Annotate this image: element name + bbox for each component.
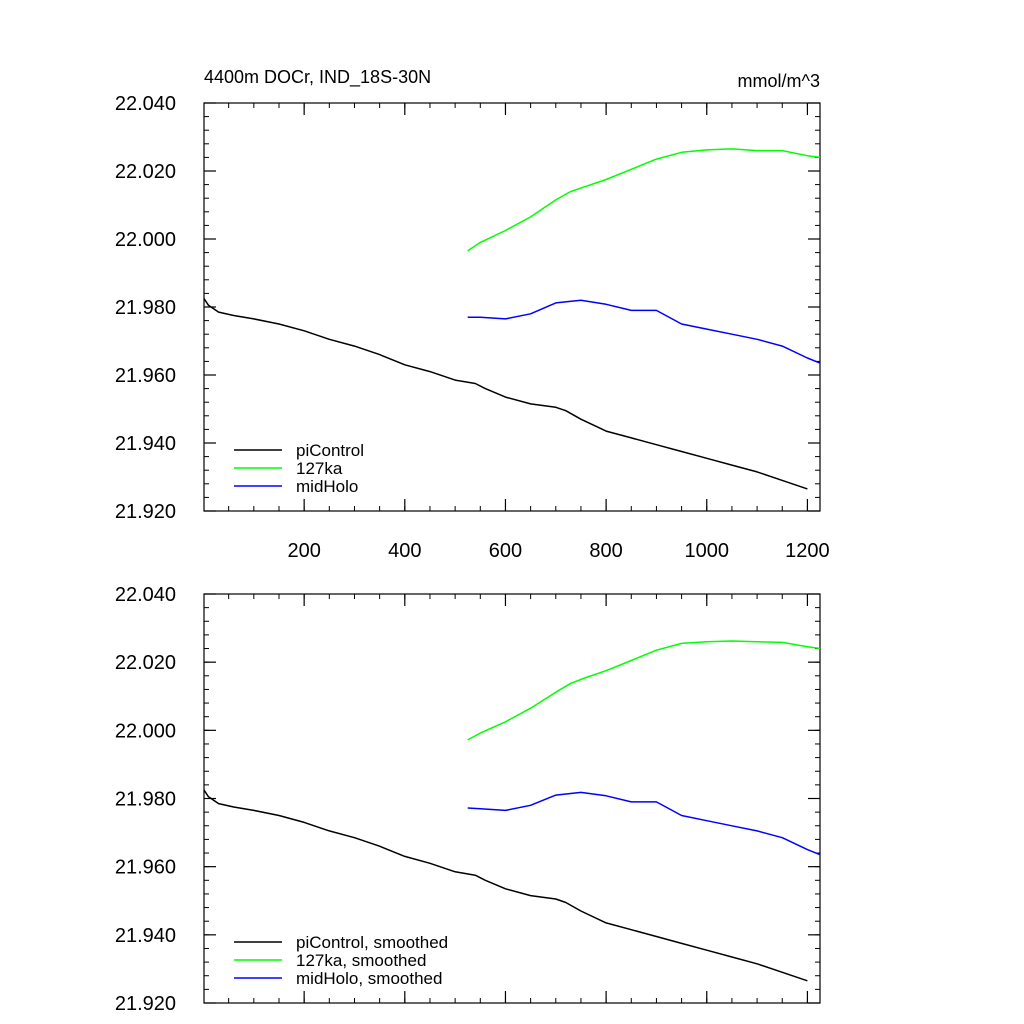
y-tick-label: 22.000 (115, 720, 176, 742)
y-tick-label: 22.020 (115, 161, 176, 183)
y-tick-label: 21.940 (115, 433, 176, 455)
y-tick-label: 21.940 (115, 925, 176, 947)
series-line-2 (467, 148, 821, 252)
legend-label: piControl, smoothed (296, 933, 448, 952)
y-tick-label: 21.980 (115, 297, 176, 319)
legend-label: 127ka (296, 459, 343, 478)
series-line-1 (203, 789, 808, 982)
y-tick-label: 21.920 (115, 993, 176, 1015)
series-line-3 (467, 299, 821, 364)
legend-label: 127ka, smoothed (296, 951, 426, 970)
legend-label: midHolo, smoothed (296, 969, 442, 988)
x-tick-label: 600 (489, 540, 522, 562)
y-tick-label: 22.040 (115, 93, 176, 115)
legend-label: piControl (296, 441, 364, 460)
y-tick-label: 22.000 (115, 229, 176, 251)
y-tick-label: 21.920 (115, 501, 176, 523)
lower-panel: 21.920 21.940 21.960 21.980 22.000 22.020 22.0… (115, 584, 821, 1015)
x-tick-label: 200 (287, 540, 320, 562)
x-tick-label: 800 (589, 540, 622, 562)
x-tick-label: 400 (388, 540, 421, 562)
y-tick-label: 22.040 (115, 584, 176, 606)
series-line-1 (203, 298, 808, 490)
series-line-3 (467, 791, 821, 856)
y-tick-label: 21.980 (115, 789, 176, 811)
y-tick-label: 21.960 (115, 365, 176, 387)
x-tick-label: 1200 (785, 540, 830, 562)
chart-title: 4400m DOCr, IND_18S-30N (204, 67, 431, 88)
y-tick-label: 22.020 (115, 652, 176, 674)
legend-label: midHolo (296, 477, 358, 496)
units-label: mmol/m^3 (738, 71, 820, 91)
x-tick-label: 1000 (685, 540, 730, 562)
series-line-2 (467, 640, 821, 741)
upper-panel: 4400m DOCr, IND_18S-30N mmol/m^3 21.920 2… (115, 67, 830, 562)
y-tick-label: 21.960 (115, 857, 176, 879)
